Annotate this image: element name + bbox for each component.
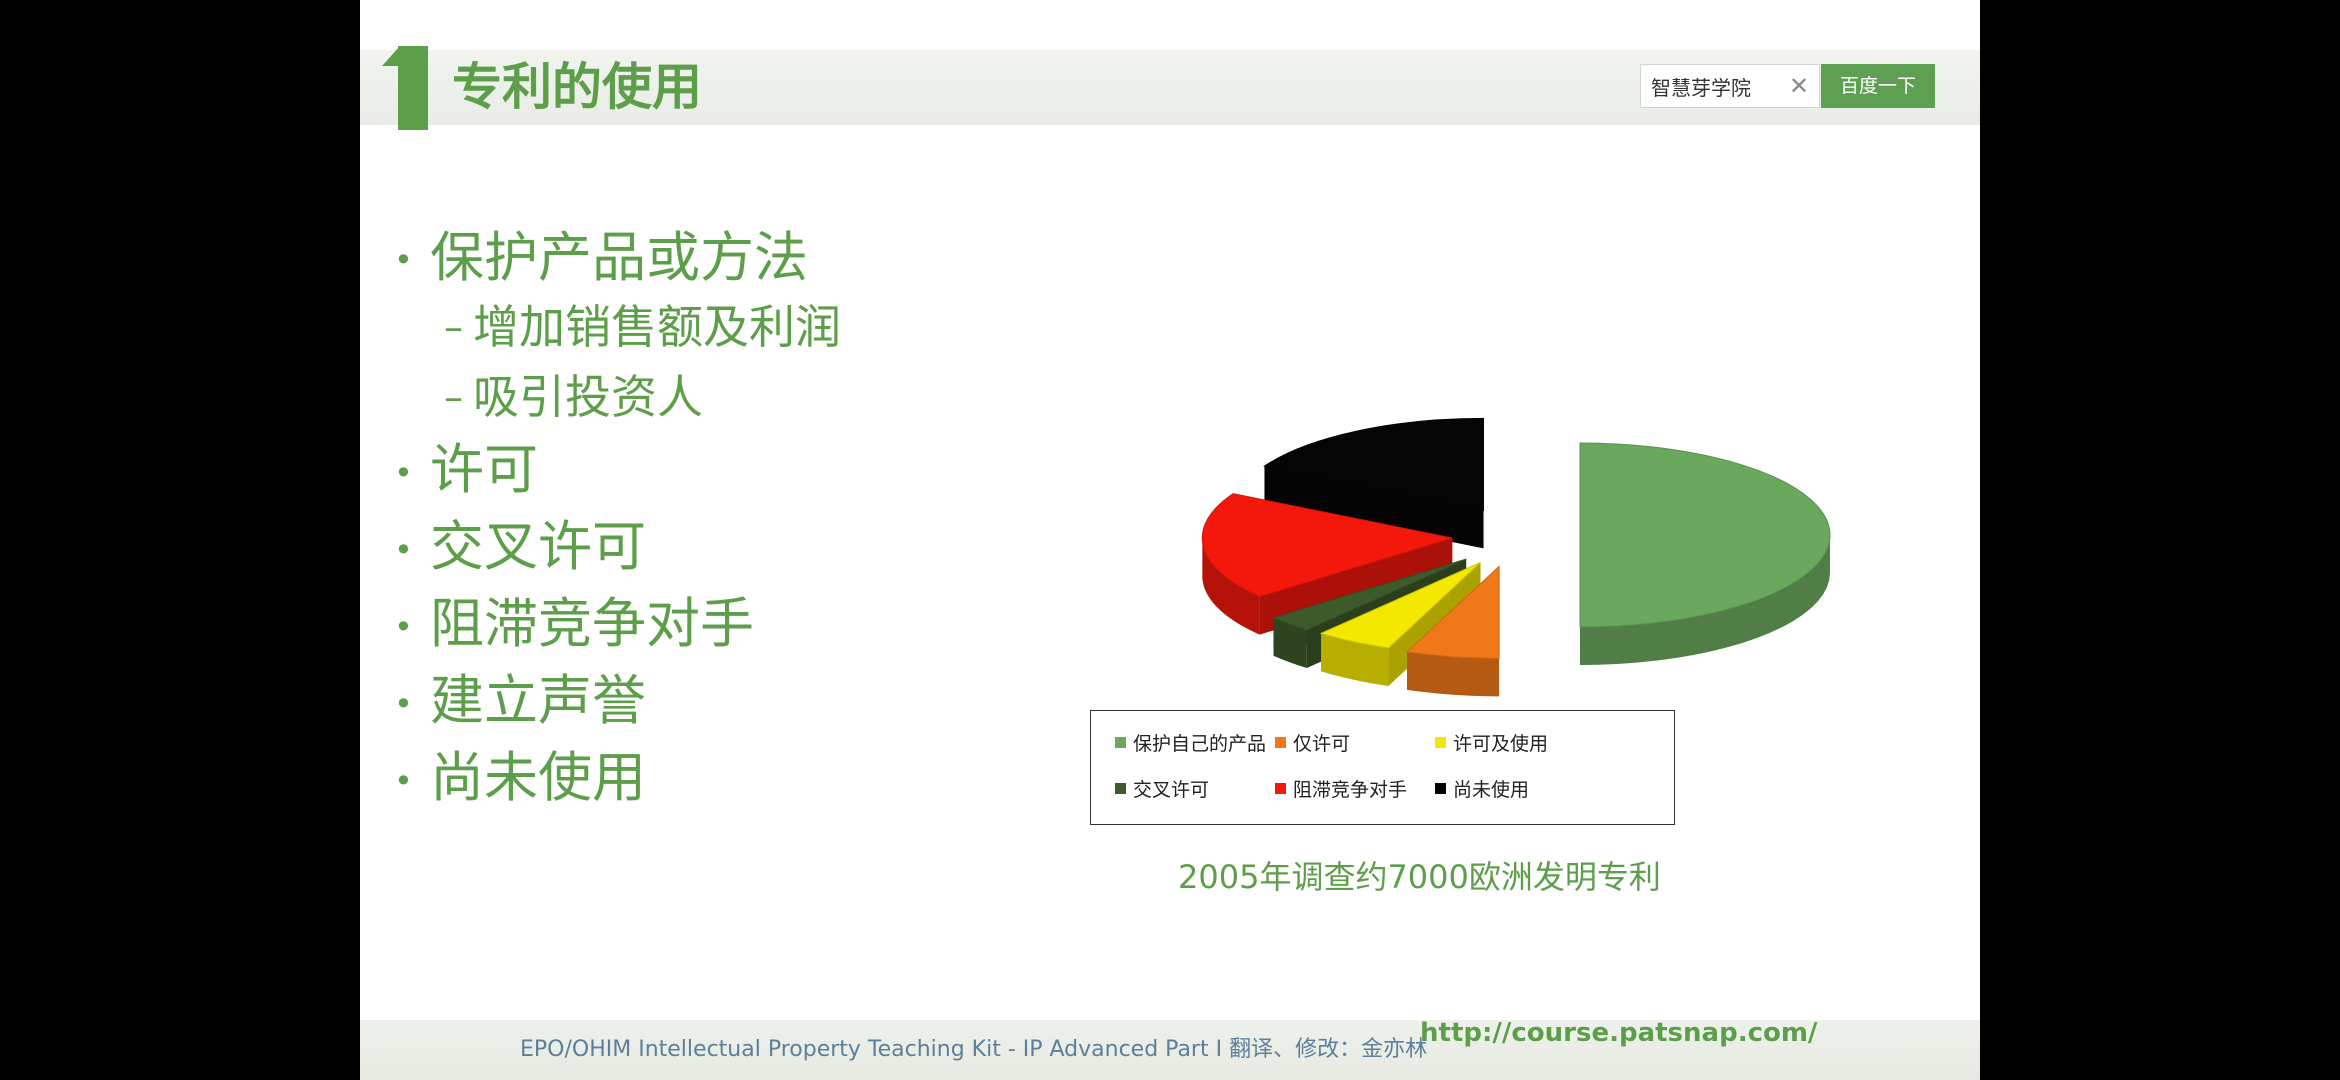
- search-input[interactable]: [1651, 65, 1781, 107]
- pie-chart: [1201, 417, 1831, 697]
- legend-swatch-icon: [1435, 783, 1446, 794]
- legend-item: 许可及使用: [1435, 731, 1548, 757]
- bullet-item: 建立声誉: [430, 669, 646, 732]
- bullet-item: 保护产品或方法: [430, 226, 808, 289]
- bullet-dot-icon: •: [394, 608, 413, 646]
- legend-label: 仅许可: [1293, 733, 1351, 755]
- legend-label: 交叉许可: [1133, 779, 1210, 801]
- footer-url-link[interactable]: http://course.patsnap.com/: [1420, 1018, 1818, 1048]
- legend-swatch-icon: [1115, 783, 1126, 794]
- legend-label: 阻滞竞争对手: [1293, 779, 1408, 801]
- chart-caption: 2005年调查约7000欧洲发明专利: [1178, 858, 1661, 896]
- legend-label: 保护自己的产品: [1133, 733, 1267, 755]
- legend-item: 交叉许可: [1115, 777, 1209, 803]
- legend-swatch-icon: [1435, 737, 1446, 748]
- legend-item: 保护自己的产品: [1115, 731, 1266, 757]
- pie-slice-1: [1405, 565, 1500, 697]
- chart-legend: 保护自己的产品 仅许可 许可及使用交叉许可 阻滞竞争对手 尚未使用: [1090, 710, 1675, 825]
- bullet-dot-icon: •: [394, 531, 413, 569]
- bullet-dot-icon: •: [394, 762, 413, 800]
- bullet-dot-icon: •: [394, 454, 413, 492]
- sub-bullet-item: 增加销售额及利润: [473, 300, 841, 354]
- search-box[interactable]: ✕: [1640, 64, 1820, 108]
- close-icon[interactable]: ✕: [1788, 72, 1810, 100]
- footer-band: [360, 1020, 1980, 1080]
- legend-item: 仅许可: [1275, 731, 1350, 757]
- legend-swatch-icon: [1275, 737, 1286, 748]
- slide: 专利的使用 ✕ 百度一下 • 保护产品或方法 – 增加销售额及利润 – 吸引投资…: [360, 0, 1980, 1080]
- legend-swatch-icon: [1275, 783, 1286, 794]
- slide-title: 专利的使用: [452, 58, 702, 116]
- search-button[interactable]: 百度一下: [1821, 64, 1935, 108]
- bullet-item: 尚未使用: [430, 746, 646, 809]
- bullet-item: 阻滞竞争对手: [430, 592, 754, 655]
- title-number-logo: [380, 40, 430, 130]
- legend-label: 许可及使用: [1453, 733, 1549, 755]
- pie-slice-0: [1579, 442, 1831, 665]
- legend-label: 尚未使用: [1453, 779, 1530, 801]
- bullet-dot-icon: •: [394, 685, 413, 723]
- dash-icon: –: [444, 305, 463, 349]
- legend-item: 阻滞竞争对手: [1275, 777, 1407, 803]
- bullet-item: 许可: [430, 438, 538, 501]
- bullet-dot-icon: •: [394, 241, 413, 279]
- footer-text: EPO/OHIM Intellectual Property Teaching …: [520, 1037, 1428, 1062]
- sub-bullet-item: 吸引投资人: [473, 370, 703, 424]
- pie-slice-4: [1201, 493, 1453, 635]
- dash-icon: –: [444, 375, 463, 419]
- legend-item: 尚未使用: [1435, 777, 1529, 803]
- pie-slice-5: [1263, 417, 1485, 549]
- legend-swatch-icon: [1115, 737, 1126, 748]
- bullet-item: 交叉许可: [430, 515, 646, 578]
